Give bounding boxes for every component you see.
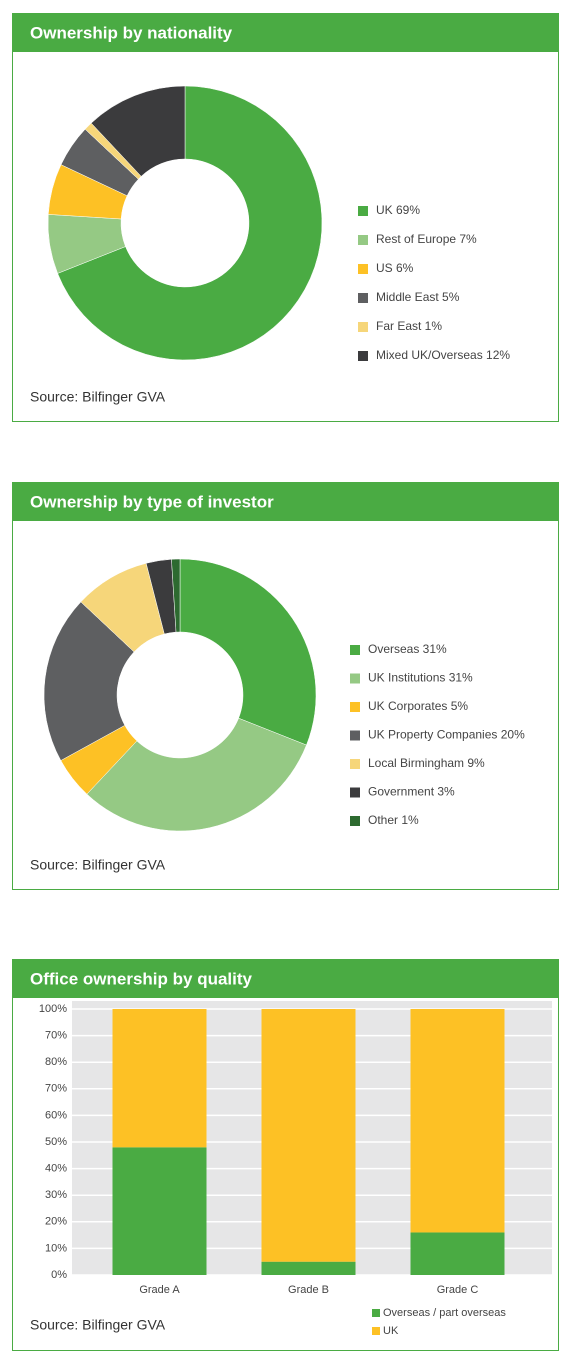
x-tick-label: Grade B: [288, 1284, 329, 1296]
source-note: Source: Bilfinger GVA: [30, 1317, 166, 1333]
donut-segment: [90, 85, 186, 177]
legend-label: Rest of Europe 7%: [376, 232, 477, 246]
x-tick-label: Grade A: [139, 1284, 180, 1296]
legend-label: UK Institutions 31%: [368, 671, 473, 685]
bar-segment: [112, 1009, 207, 1148]
legend-swatch: [358, 322, 368, 332]
bar-segment: [410, 1232, 505, 1275]
panel-title: Ownership by type of investor: [30, 492, 274, 511]
y-tick-label: 40%: [45, 1163, 67, 1175]
legend-swatch: [358, 351, 368, 361]
legend-swatch: [372, 1309, 380, 1317]
y-tick-label: 0%: [51, 1269, 67, 1281]
panel-title: Ownership by nationality: [30, 23, 233, 42]
y-tick-label: 70%: [45, 1030, 67, 1042]
legend-label: Mixed UK/Overseas 12%: [376, 348, 510, 362]
panel-header: [12, 482, 559, 521]
y-tick-label: 30%: [45, 1189, 67, 1201]
legend-label: UK: [383, 1325, 399, 1337]
bar-segment: [261, 1009, 356, 1262]
legend-swatch: [350, 673, 360, 684]
y-tick-label: 70%: [45, 1083, 67, 1095]
legend-swatch: [350, 730, 360, 741]
y-tick-label: 10%: [45, 1242, 67, 1254]
donut-segment: [86, 717, 307, 832]
legend-swatch: [358, 293, 368, 303]
legend-swatch: [350, 702, 360, 712]
legend-swatch: [350, 816, 360, 826]
y-tick-label: 100%: [39, 1003, 67, 1015]
legend-label: Overseas 31%: [368, 642, 447, 656]
donut-segment: [43, 601, 135, 761]
donut-segment: [57, 85, 323, 361]
legend-swatch: [350, 787, 360, 798]
donut-segment: [171, 558, 181, 633]
bar-segment: [410, 1009, 505, 1233]
bar-segment: [261, 1261, 356, 1275]
source-note: Source: Bilfinger GVA: [30, 389, 166, 405]
legend-label: Middle East 5%: [376, 290, 460, 304]
legend-label: UK Corporates 5%: [368, 699, 468, 713]
panel-title: Office ownership by quality: [30, 969, 253, 988]
legend-swatch: [350, 645, 360, 655]
y-tick-label: 20%: [45, 1216, 67, 1228]
legend-label: Local Birmingham 9%: [368, 756, 485, 770]
panel-header: [12, 959, 559, 998]
bar-segment: [112, 1147, 207, 1275]
legend-label: US 6%: [376, 261, 414, 275]
legend-swatch: [358, 264, 368, 274]
panel-header: [12, 13, 559, 52]
legend-swatch: [350, 759, 360, 769]
donut-segment: [179, 558, 317, 746]
legend-label: Other 1%: [368, 813, 419, 827]
legend-label: Government 3%: [368, 785, 455, 799]
legend-label: Far East 1%: [376, 319, 442, 333]
legend-swatch: [358, 206, 368, 216]
y-tick-label: 60%: [45, 1109, 67, 1121]
x-tick-label: Grade C: [437, 1284, 479, 1296]
y-tick-label: 50%: [45, 1136, 67, 1148]
legend-swatch: [358, 235, 368, 245]
legend-label: Overseas / part overseas: [383, 1307, 506, 1319]
legend-label: UK Property Companies 20%: [368, 728, 525, 742]
legend-label: UK 69%: [376, 203, 420, 217]
legend-swatch: [372, 1327, 380, 1335]
y-tick-label: 80%: [45, 1056, 67, 1068]
source-note: Source: Bilfinger GVA: [30, 857, 166, 873]
